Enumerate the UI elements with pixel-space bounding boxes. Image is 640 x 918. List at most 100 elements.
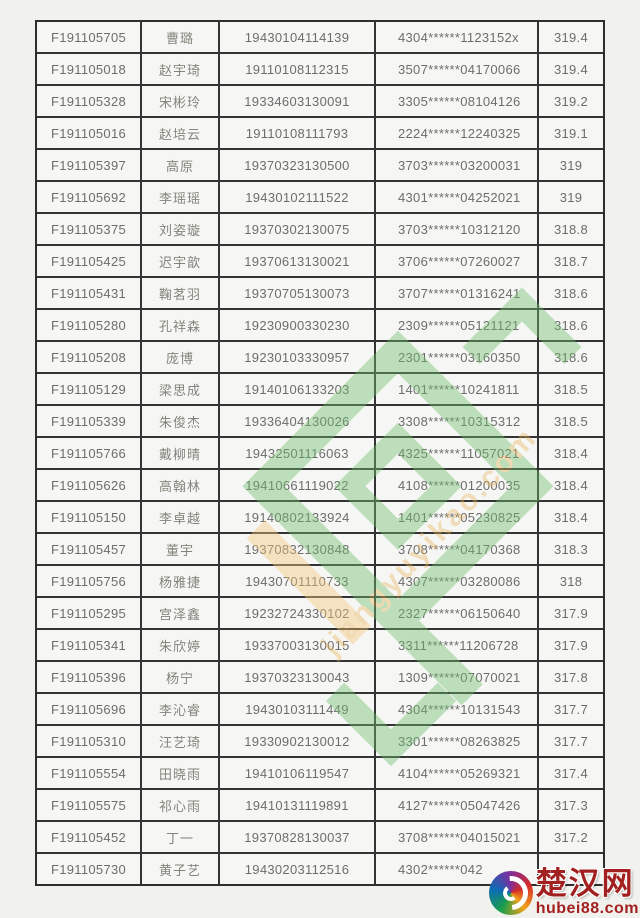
id-number-cell: 2301******03160350 <box>376 342 537 372</box>
registration-no-cell: F191105339 <box>37 406 140 436</box>
exam-no-cell: 19370302130075 <box>220 214 374 244</box>
name-cell: 孔祥森 <box>142 310 218 340</box>
id-number-cell: 2327******06150640 <box>376 598 537 628</box>
id-number-cell: 4302******042 <box>376 854 537 884</box>
name-cell: 杨宁 <box>142 662 218 692</box>
exam-no-cell: 19430104114139 <box>220 22 374 52</box>
score-cell: 318.3 <box>539 534 603 564</box>
registration-no-cell: F191105696 <box>37 694 140 724</box>
site-logo-title: 楚汉网 <box>535 866 635 902</box>
name-cell: 丁一 <box>142 822 218 852</box>
exam-no-cell: 19370828130037 <box>220 822 374 852</box>
score-cell: 317.8 <box>539 662 603 692</box>
score-cell: 318.4 <box>539 502 603 532</box>
site-logo-text: 楚汉网 hubei88.com <box>536 869 639 917</box>
exam-no-cell: 19370705130073 <box>220 278 374 308</box>
exam-no-cell: 19232724330102 <box>220 598 374 628</box>
score-cell: 319 <box>539 182 603 212</box>
id-number-cell: 4304******1123152x <box>376 22 537 52</box>
id-number-cell: 4325******11057021 <box>376 438 537 468</box>
id-number-cell: 1309******07070021 <box>376 662 537 692</box>
registration-no-cell: F191105341 <box>37 630 140 660</box>
score-cell: 318.6 <box>539 310 603 340</box>
score-cell: 317.2 <box>539 822 603 852</box>
score-cell: 319.4 <box>539 54 603 84</box>
exam-no-cell: 19430203112516 <box>220 854 374 884</box>
id-number-cell: 3507******04170066 <box>376 54 537 84</box>
id-number-cell: 4301******04252021 <box>376 182 537 212</box>
name-cell: 祁心雨 <box>142 790 218 820</box>
score-cell: 317.3 <box>539 790 603 820</box>
name-cell: 汪艺琦 <box>142 726 218 756</box>
score-cell: 318 <box>539 566 603 596</box>
name-cell: 高翰林 <box>142 470 218 500</box>
score-table: F191105705 曹璐 19430104114139 4304******1… <box>35 20 605 886</box>
registration-no-cell: F191105129 <box>37 374 140 404</box>
name-cell: 宫泽鑫 <box>142 598 218 628</box>
id-number-cell: 4307******03280086 <box>376 566 537 596</box>
exam-no-cell: 19230103330957 <box>220 342 374 372</box>
exam-no-cell: 19110108111793 <box>220 118 374 148</box>
registration-no-cell: F191105328 <box>37 86 140 116</box>
exam-no-cell: 19337003130015 <box>220 630 374 660</box>
score-cell: 319 <box>539 150 603 180</box>
registration-no-cell: F191105766 <box>37 438 140 468</box>
registration-no-cell: F191105452 <box>37 822 140 852</box>
name-cell: 迟宇歆 <box>142 246 218 276</box>
exam-no-cell: 19410106119547 <box>220 758 374 788</box>
id-number-cell: 3708******04015021 <box>376 822 537 852</box>
exam-no-cell: 19370613130021 <box>220 246 374 276</box>
registration-no-cell: F191105756 <box>37 566 140 596</box>
registration-no-cell: F191105310 <box>37 726 140 756</box>
id-number-cell: 4108******01200035 <box>376 470 537 500</box>
exam-no-cell: 19140802133924 <box>220 502 374 532</box>
registration-no-cell: F191105016 <box>37 118 140 148</box>
id-number-cell: 1401******10241811 <box>376 374 537 404</box>
id-number-cell: 3308******10315312 <box>376 406 537 436</box>
score-cell: 318.4 <box>539 438 603 468</box>
score-cell: 317.7 <box>539 694 603 724</box>
registration-no-cell: F191105730 <box>37 854 140 884</box>
id-number-cell: 1401******05230825 <box>376 502 537 532</box>
id-number-cell: 4127******05047426 <box>376 790 537 820</box>
exam-no-cell: 19334603130091 <box>220 86 374 116</box>
name-cell: 李沁睿 <box>142 694 218 724</box>
name-cell: 梁思成 <box>142 374 218 404</box>
exam-no-cell: 19110108112315 <box>220 54 374 84</box>
globe-swirl-icon <box>488 871 533 915</box>
score-cell: 319.2 <box>539 86 603 116</box>
registration-no-cell: F191105554 <box>37 758 140 788</box>
registration-no-cell: F191105295 <box>37 598 140 628</box>
registration-no-cell: F191105396 <box>37 662 140 692</box>
id-number-cell: 3311******11206728 <box>376 630 537 660</box>
exam-no-cell: 19410131119891 <box>220 790 374 820</box>
exam-no-cell: 19370323130500 <box>220 150 374 180</box>
id-number-cell: 3703******03200031 <box>376 150 537 180</box>
name-cell: 董宇 <box>142 534 218 564</box>
score-cell: 318.8 <box>539 214 603 244</box>
score-cell: 319.1 <box>539 118 603 148</box>
exam-no-cell: 19430103111449 <box>220 694 374 724</box>
exam-no-cell: 19336404130026 <box>220 406 374 436</box>
name-cell: 宋彬玲 <box>142 86 218 116</box>
exam-no-cell: 19370832130848 <box>220 534 374 564</box>
registration-no-cell: F191105150 <box>37 502 140 532</box>
name-cell: 刘姿璇 <box>142 214 218 244</box>
name-cell: 朱欣婷 <box>142 630 218 660</box>
exam-no-cell: 19370323130043 <box>220 662 374 692</box>
score-cell: 317.9 <box>539 598 603 628</box>
exam-no-cell: 19330902130012 <box>220 726 374 756</box>
score-cell: 318.7 <box>539 246 603 276</box>
id-number-cell: 3301******08263825 <box>376 726 537 756</box>
exam-no-cell: 19432501116063 <box>220 438 374 468</box>
score-cell: 318.4 <box>539 470 603 500</box>
id-number-cell: 3708******04170368 <box>376 534 537 564</box>
id-number-cell: 4104******05269321 <box>376 758 537 788</box>
registration-no-cell: F191105375 <box>37 214 140 244</box>
registration-no-cell: F191105626 <box>37 470 140 500</box>
exam-no-cell: 19230900330230 <box>220 310 374 340</box>
score-cell: 318.5 <box>539 406 603 436</box>
score-cell: 318.6 <box>539 342 603 372</box>
registration-no-cell: F191105457 <box>37 534 140 564</box>
score-cell: 319.4 <box>539 22 603 52</box>
